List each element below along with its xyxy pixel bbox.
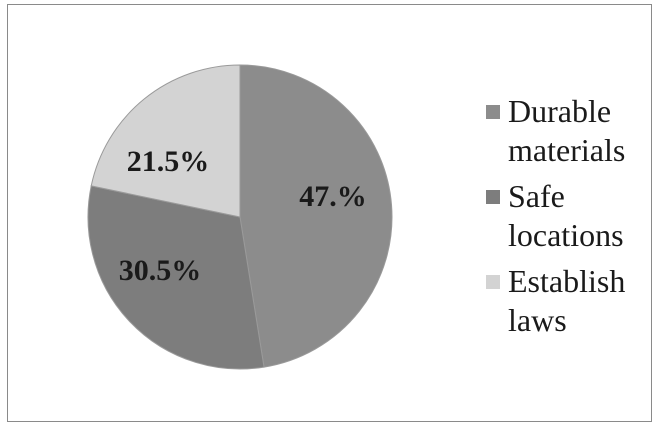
slice-label-durable-materials: 47.%: [299, 180, 367, 213]
legend-item-establish-laws: Establish laws: [486, 262, 651, 340]
legend-item-safe-locations: Safe locations: [486, 177, 651, 255]
pie-slice-establish-laws: [90, 64, 241, 218]
legend-swatch-establish-laws: [486, 275, 500, 289]
legend-label-line2: laws: [508, 302, 567, 338]
legend-label-line1: Durable: [508, 93, 612, 129]
legend-label-line2: materials: [508, 132, 626, 168]
legend-swatch-durable-materials: [486, 105, 500, 119]
slice-label-establish-laws: 21.5%: [127, 145, 210, 178]
pie-slice-durable-materials: [239, 64, 393, 368]
pie-slice-safe-locations: [87, 185, 265, 370]
slice-label-safe-locations: 30.5%: [119, 254, 202, 287]
legend-label-line2: locations: [508, 217, 624, 253]
legend: Durable materials Safe locations Establi…: [486, 92, 651, 347]
legend-label-line1: Safe: [508, 178, 565, 214]
legend-swatch-safe-locations: [486, 190, 500, 204]
legend-label-line1: Establish: [508, 263, 626, 299]
legend-item-durable-materials: Durable materials: [486, 92, 651, 170]
